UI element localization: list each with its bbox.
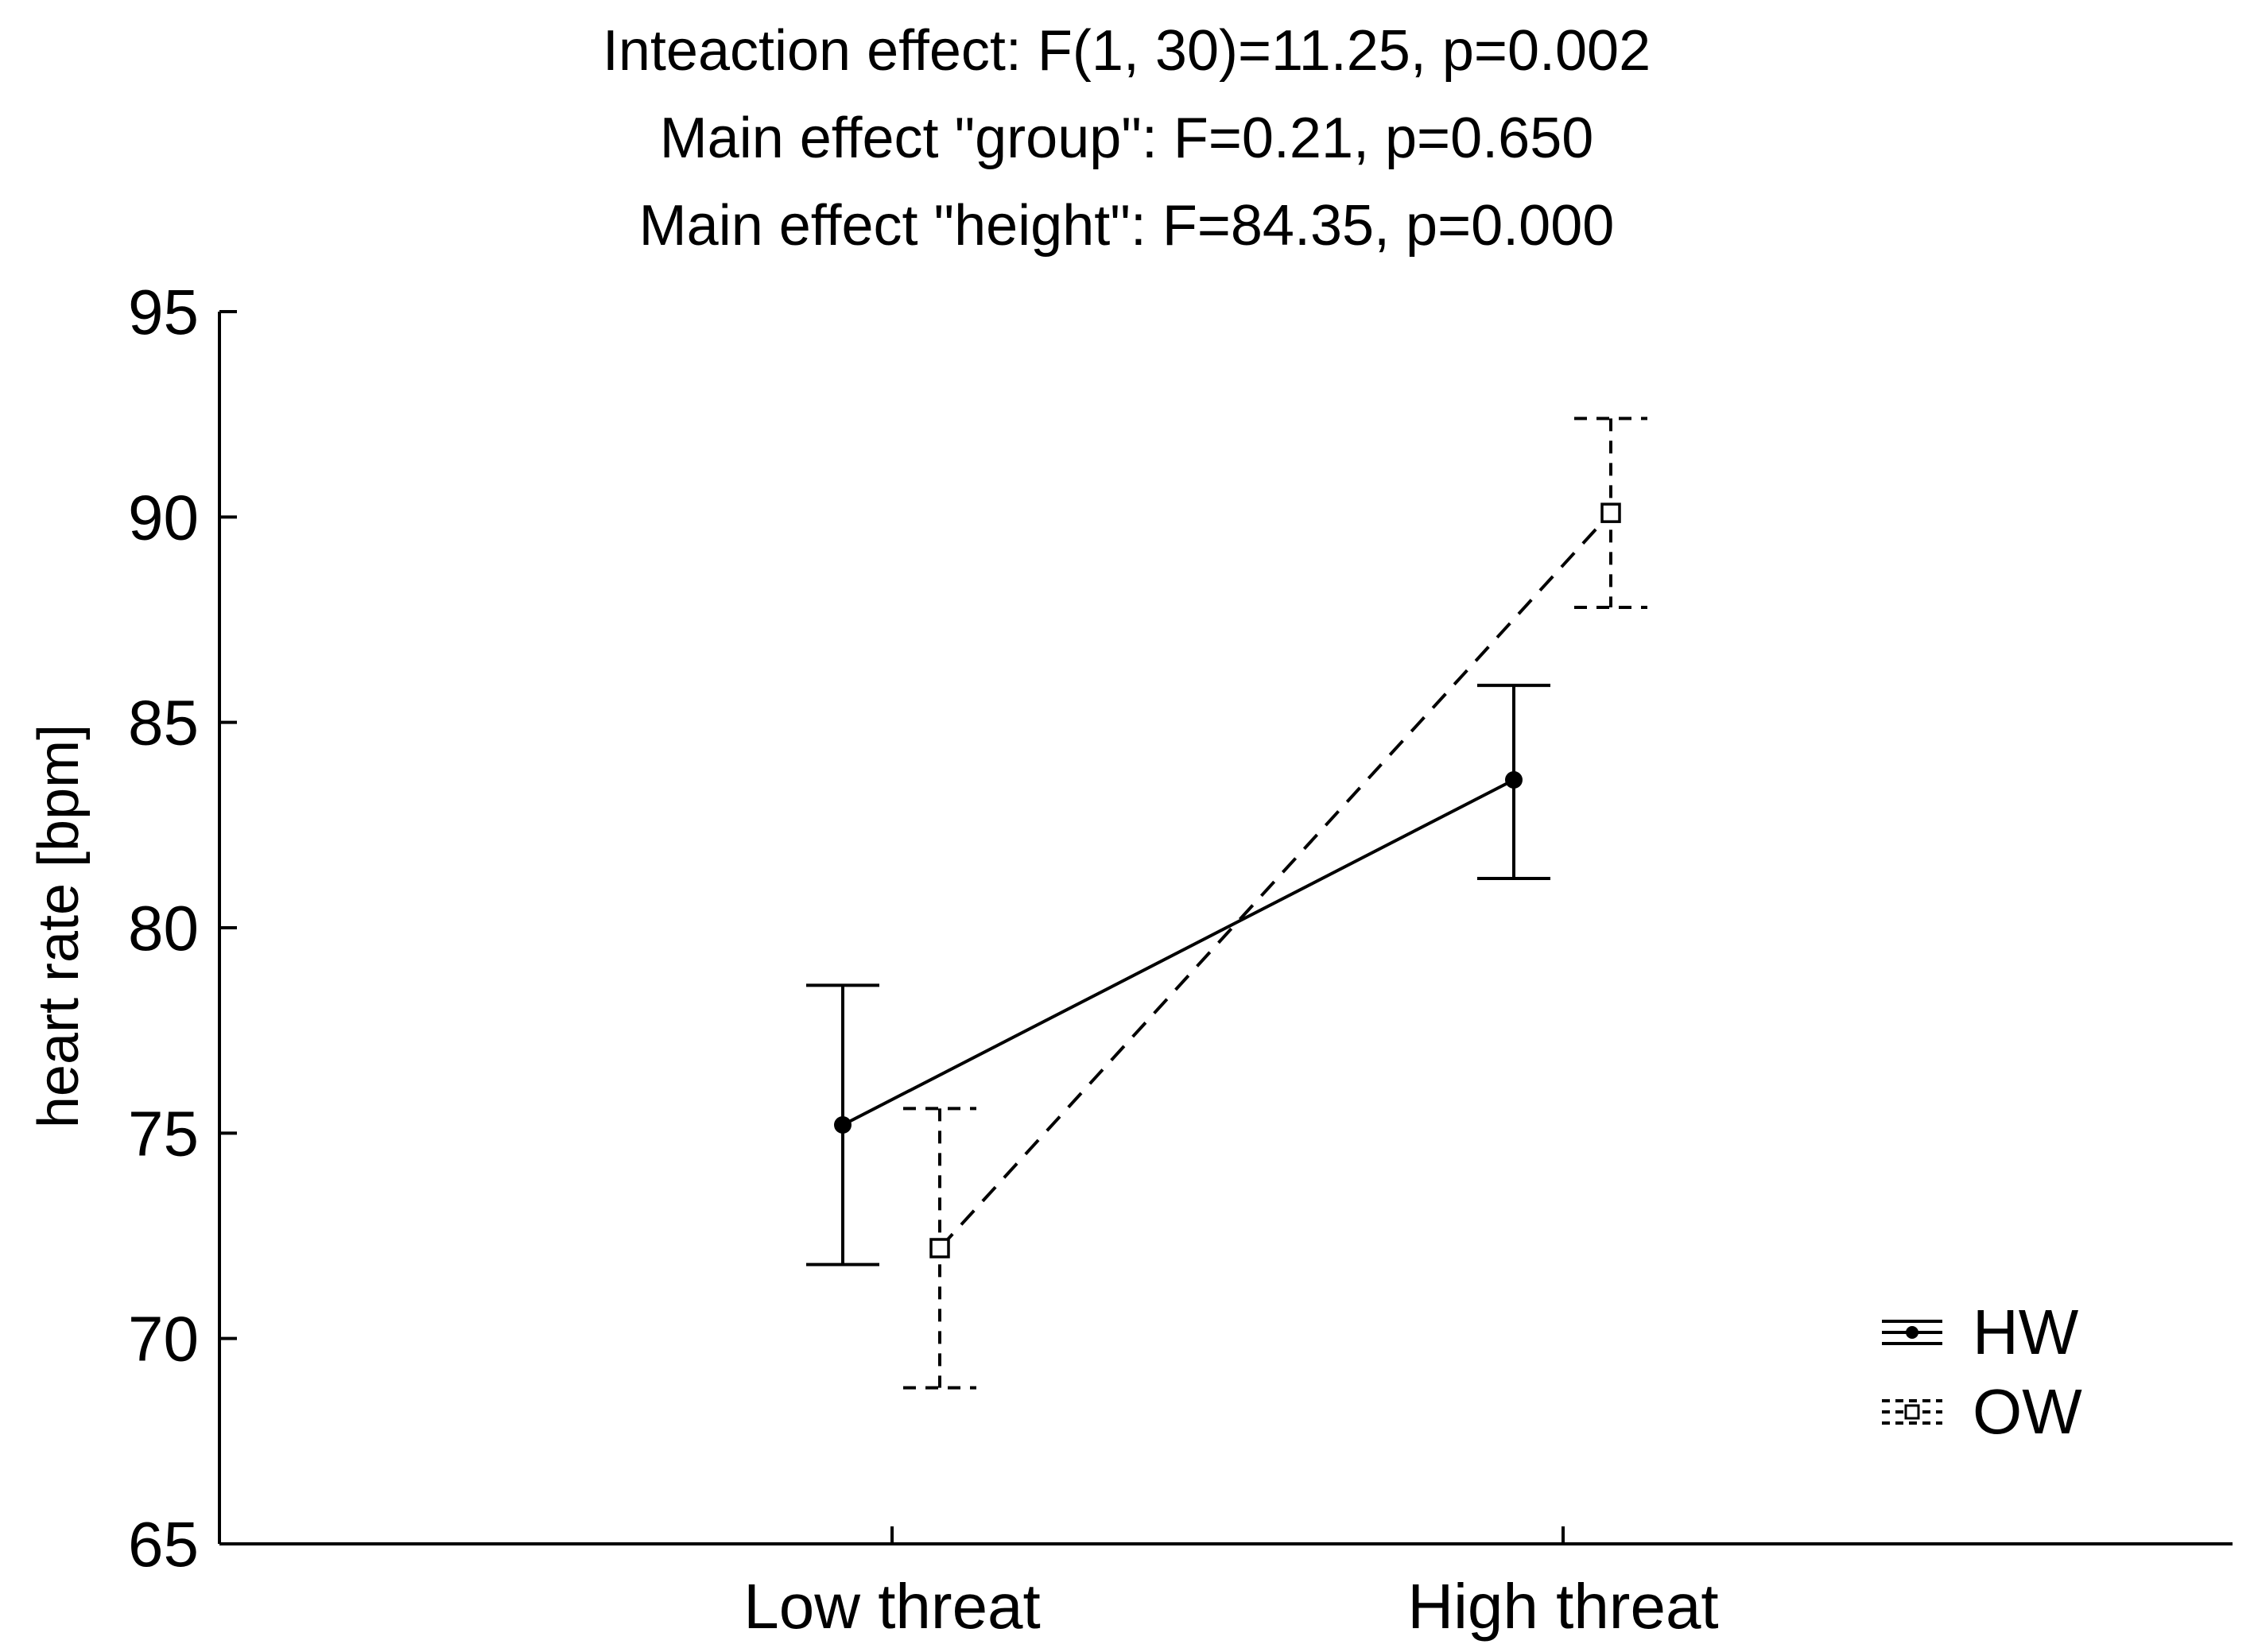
y-axis-ticks: 65 70 75 80 85 90 95	[128, 277, 237, 1580]
data-point-marker	[1505, 771, 1523, 789]
y-tick-label: 95	[128, 277, 199, 347]
legend-label-ow: OW	[1973, 1376, 2082, 1447]
legend-symbol-hw	[1882, 1320, 1942, 1345]
series-hw	[806, 684, 1550, 1266]
series-line-hw	[842, 778, 1515, 1127]
chart-title-line-3: Main effect "height": F=84.35, p=0.000	[639, 194, 1615, 258]
chart-title-line-1: Inteaction effect: F(1, 30)=11.25, p=0.0…	[603, 19, 1651, 83]
y-tick-label: 80	[128, 893, 199, 964]
y-tick-label: 85	[128, 688, 199, 758]
y-tick-label: 90	[128, 482, 199, 553]
y-tick-label: 70	[128, 1304, 199, 1375]
legend-symbol-ow	[1882, 1399, 1942, 1425]
legend-label-hw: HW	[1973, 1297, 2079, 1367]
data-point-marker	[929, 1238, 950, 1258]
data-point-marker	[1600, 502, 1621, 523]
legend-marker	[1904, 1404, 1920, 1420]
legend-item-hw: HW	[1882, 1297, 2079, 1367]
legend-marker	[1906, 1326, 1918, 1339]
x-tick-label: Low threat	[743, 1571, 1041, 1642]
series-layer	[806, 417, 1647, 1390]
x-tick-label: High threat	[1407, 1571, 1718, 1642]
series-ow	[903, 417, 1647, 1390]
legend-item-ow: OW	[1882, 1376, 2082, 1447]
series-line-ow	[938, 511, 1612, 1250]
y-tick-label: 75	[128, 1098, 199, 1169]
x-axis-ticks: Low threat High threat	[743, 1526, 1719, 1642]
chart-title-line-2: Main effect "group": F=0.21, p=0.650	[660, 107, 1594, 170]
data-point-marker	[834, 1116, 852, 1134]
legend: HW OW	[1882, 1297, 2082, 1447]
y-tick-label: 65	[128, 1509, 199, 1580]
y-axis-label: heart rate [bpm]	[27, 724, 91, 1128]
